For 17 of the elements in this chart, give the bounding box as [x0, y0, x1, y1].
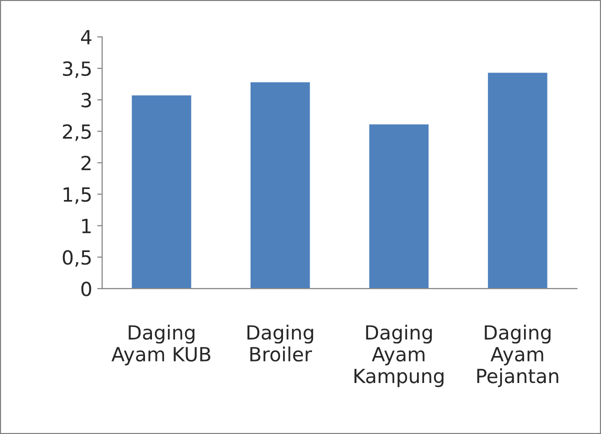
bar: [250, 82, 310, 289]
y-tick-label: 4: [81, 30, 92, 44]
bar: [488, 72, 548, 289]
y-tick-label: 2,5: [62, 124, 91, 141]
y-tick-label: 3: [82, 92, 91, 108]
y-tick-label: 1,5: [64, 187, 91, 204]
y-tick-label: 0: [81, 282, 92, 296]
y-tick-label: 1: [82, 218, 91, 234]
y-tick-label: 2: [82, 156, 90, 170]
x-tick-label: Daging Broiler: [247, 324, 314, 362]
y-tick-label: 3,5: [63, 61, 91, 78]
x-tick-label: Daging Ayam KUB: [112, 324, 210, 366]
bar: [132, 95, 192, 289]
x-tick-label: Daging Ayam Pejantan: [477, 324, 558, 388]
x-tick-label: Daging Ayam Kampung: [354, 324, 444, 388]
bar: [369, 124, 429, 289]
y-tick-label: 0,5: [62, 250, 91, 267]
